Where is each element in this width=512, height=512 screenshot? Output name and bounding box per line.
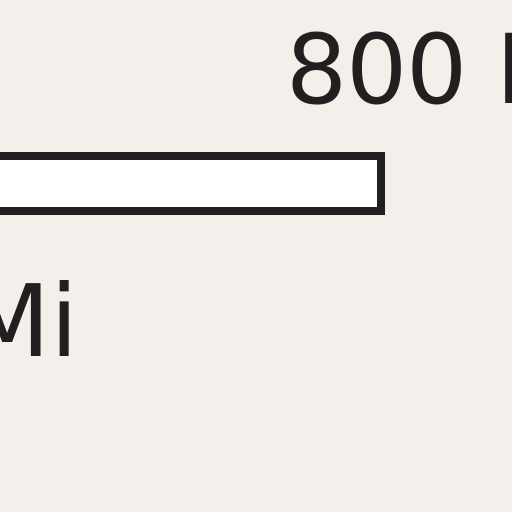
scale-distance-label: 800 K — [286, 14, 512, 126]
scale-unit-label: Mi — [0, 263, 79, 380]
scale-bar — [0, 152, 385, 215]
